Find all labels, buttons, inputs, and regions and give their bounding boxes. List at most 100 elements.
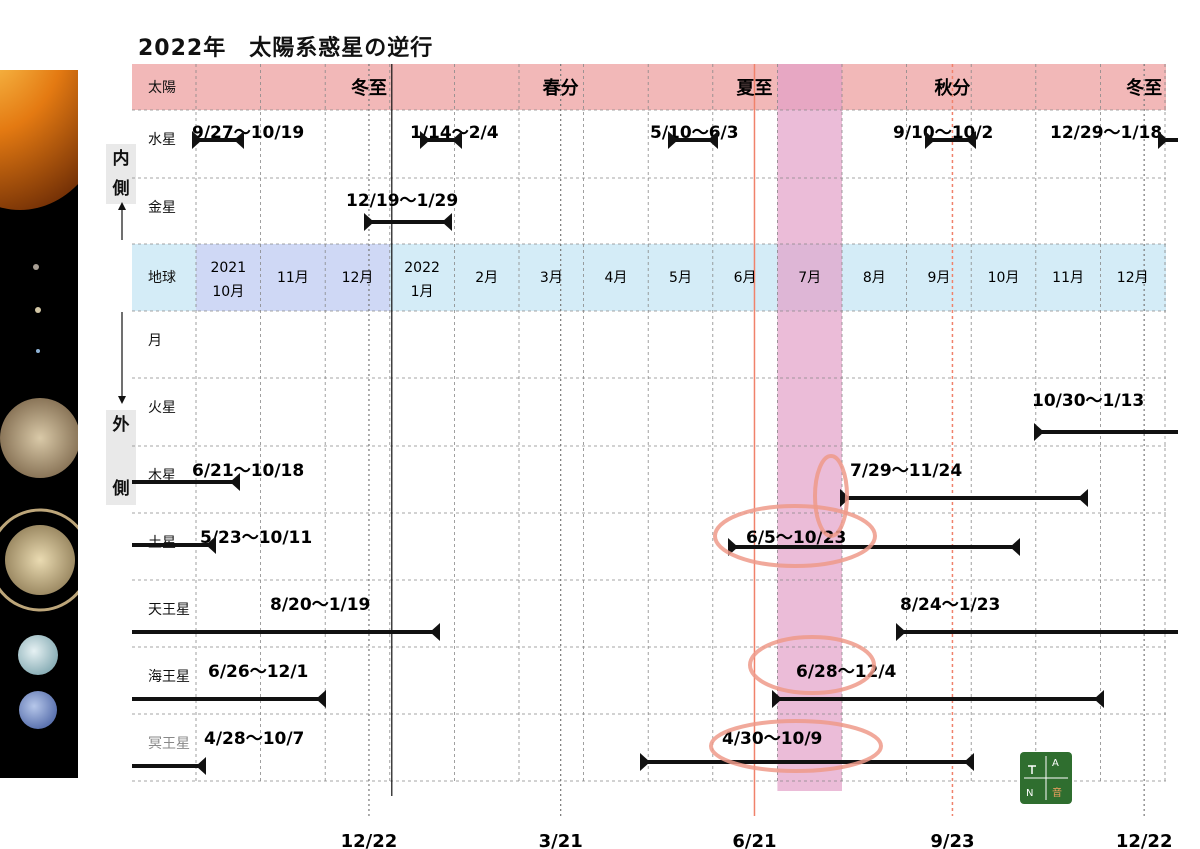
row-label-pluto: 冥王星 (148, 736, 190, 752)
month-label: 7月 (798, 270, 821, 286)
bar-end-cap (966, 131, 976, 149)
bottom-date-label: 12/22 (341, 831, 398, 849)
inner-label-char-2: 側 (112, 179, 130, 199)
retrograde-label-saturn: 6/5〜10/23 (746, 528, 846, 548)
row-label-earth: 地球 (148, 270, 176, 286)
row-label-sun: 太陽 (148, 80, 176, 96)
sun-marker-label: 冬至 (351, 77, 387, 99)
retrograde-label-venus: 12/19〜1/29 (346, 191, 458, 211)
bottom-date-label: 3/21 (539, 831, 583, 849)
bar-start-cap (192, 131, 202, 149)
logo-letter-a: A (1052, 758, 1059, 769)
row-label-uranus: 天王星 (148, 602, 190, 618)
bar-start-cap (1158, 131, 1168, 149)
planet-image-strip (0, 70, 78, 778)
sun-row-band (132, 64, 1166, 110)
bar-end-cap (964, 753, 974, 771)
retrograde-label-uranus: 8/20〜1/19 (270, 595, 370, 615)
neptune-label-circle (748, 635, 876, 695)
month-label: 1月 (411, 284, 434, 300)
mercury-image (33, 264, 39, 270)
outer-arrow-head (118, 396, 126, 404)
brand-logo: A N 音 (1020, 752, 1072, 804)
bar-end-cap (316, 690, 326, 708)
bar-end-cap (442, 213, 452, 231)
retrograde-label-neptune: 6/28〜12/4 (796, 662, 897, 682)
saturn-image (5, 525, 75, 595)
inner-label-char-1: 内 (112, 149, 130, 169)
bar-end-cap (1078, 489, 1088, 507)
bar-end-cap (430, 623, 440, 641)
month-label: 11月 (277, 270, 309, 286)
month-label-year: 2022 (404, 260, 440, 276)
bar-end-cap (1094, 690, 1104, 708)
bar-start-cap (640, 753, 650, 771)
retrograde-label-mercury: 12/29〜1/18 (1050, 123, 1162, 143)
bar-end-cap (1010, 538, 1020, 556)
row-label-mars: 火星 (148, 400, 176, 416)
planets-illustration (0, 70, 78, 729)
month-label: 8月 (863, 270, 886, 286)
retrograde-label-pluto: 4/30〜10/9 (722, 729, 822, 749)
bottom-date-label: 9/23 (930, 831, 974, 849)
page-title: 2022年 太陽系惑星の逆行 (138, 36, 434, 61)
earth-image (36, 349, 40, 353)
month-label: 12月 (342, 270, 374, 286)
retrograde-label-mars: 10/30〜1/13 (1032, 391, 1144, 411)
logo-letter-on: 音 (1052, 788, 1062, 799)
sun-image (0, 70, 78, 210)
jupiter-image (0, 398, 78, 478)
month-label: 5月 (669, 270, 692, 286)
month-label: 3月 (540, 270, 563, 286)
earth-row-2021-band (196, 244, 390, 311)
month-label: 2月 (475, 270, 498, 286)
bottom-date-label: 12/22 (1116, 831, 1173, 849)
outer-side-label: 外 側 (106, 410, 136, 505)
july-highlight-column (777, 64, 842, 791)
bar-end-cap (230, 473, 240, 491)
retrograde-label-pluto: 4/28〜10/7 (204, 729, 304, 749)
outer-label-char-2: 側 (112, 479, 130, 499)
bar-start-cap (364, 213, 374, 231)
row-label-mercury: 水星 (148, 132, 176, 148)
bar-end-cap (206, 536, 216, 554)
retrograde-label-uranus: 8/24〜1/23 (900, 595, 1000, 615)
bar-start-cap (668, 131, 678, 149)
month-label: 12月 (1117, 270, 1149, 286)
row-label-moon: 月 (148, 333, 162, 349)
row-label-neptune: 海王星 (148, 669, 190, 685)
month-label: 6月 (734, 270, 757, 286)
pluto-label-circle (709, 719, 883, 773)
month-label: 10月 (988, 270, 1020, 286)
jupiter-start-circle (813, 454, 849, 538)
saturn-ring-image (0, 508, 78, 612)
logo-letter-n: N (1026, 788, 1034, 799)
sun-marker-label: 冬至 (1126, 77, 1162, 99)
bar-end-cap (452, 131, 462, 149)
neptune-image (19, 691, 57, 729)
bar-start-cap (1034, 423, 1044, 441)
sun-marker-label: 夏至 (736, 78, 772, 99)
month-label: 10月 (212, 284, 244, 300)
month-label-year: 2021 (210, 260, 246, 276)
bar-start-cap (896, 623, 906, 641)
inner-arrow-head (118, 202, 126, 210)
bar-start-cap (925, 131, 935, 149)
bar-start-cap (420, 131, 430, 149)
sun-marker-label: 秋分 (934, 77, 970, 99)
venus-image (35, 307, 41, 313)
bar-end-cap (708, 131, 718, 149)
saturn-label-circle (713, 504, 877, 568)
retrograde-label-saturn: 5/23〜10/11 (200, 528, 312, 548)
sun-marker-label: 春分 (543, 77, 579, 99)
month-label: 11月 (1052, 270, 1084, 286)
bar-start-cap (772, 690, 782, 708)
retrograde-label-neptune: 6/26〜12/1 (208, 662, 308, 682)
logo-mark (1024, 756, 1068, 800)
bar-start-cap (728, 538, 738, 556)
bottom-date-label: 6/21 (732, 831, 776, 849)
month-label: 4月 (604, 270, 627, 286)
row-label-venus: 金星 (148, 200, 176, 216)
